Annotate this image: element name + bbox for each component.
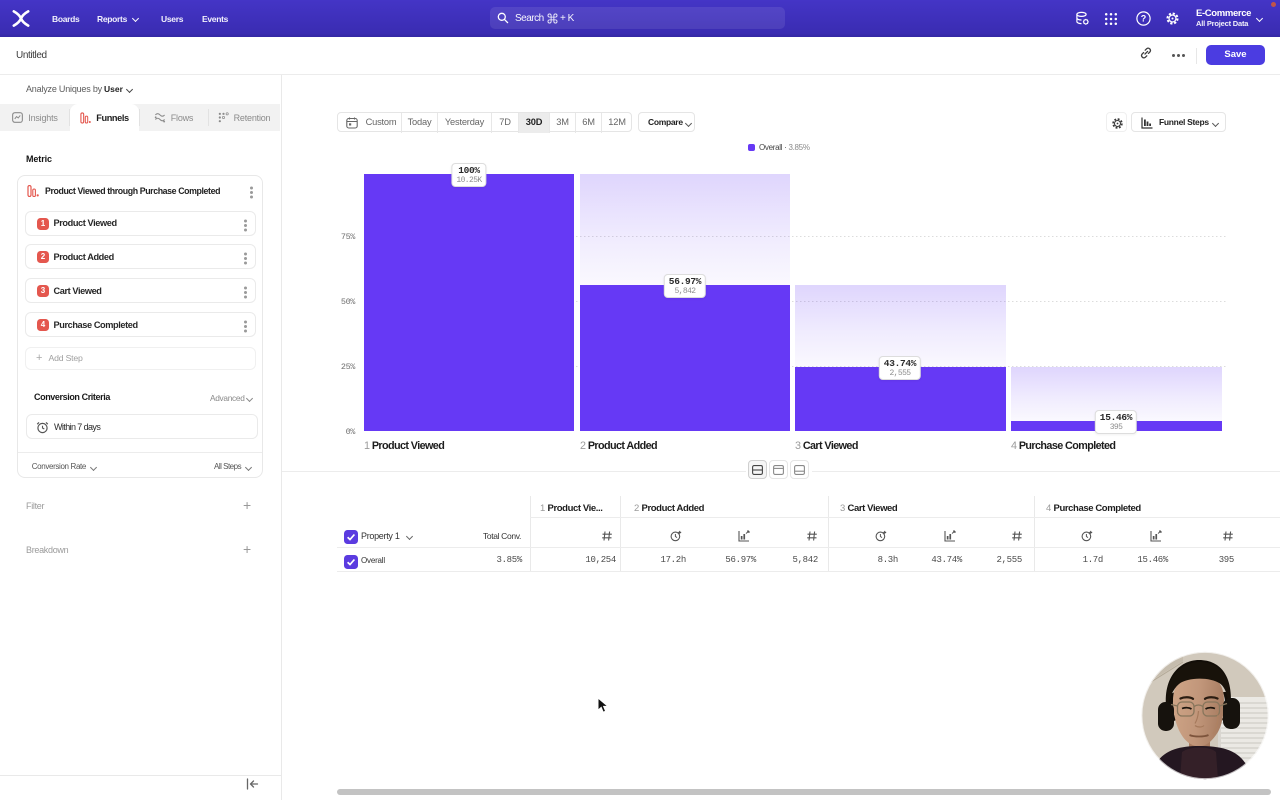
svg-text:?: ? (1141, 14, 1147, 24)
